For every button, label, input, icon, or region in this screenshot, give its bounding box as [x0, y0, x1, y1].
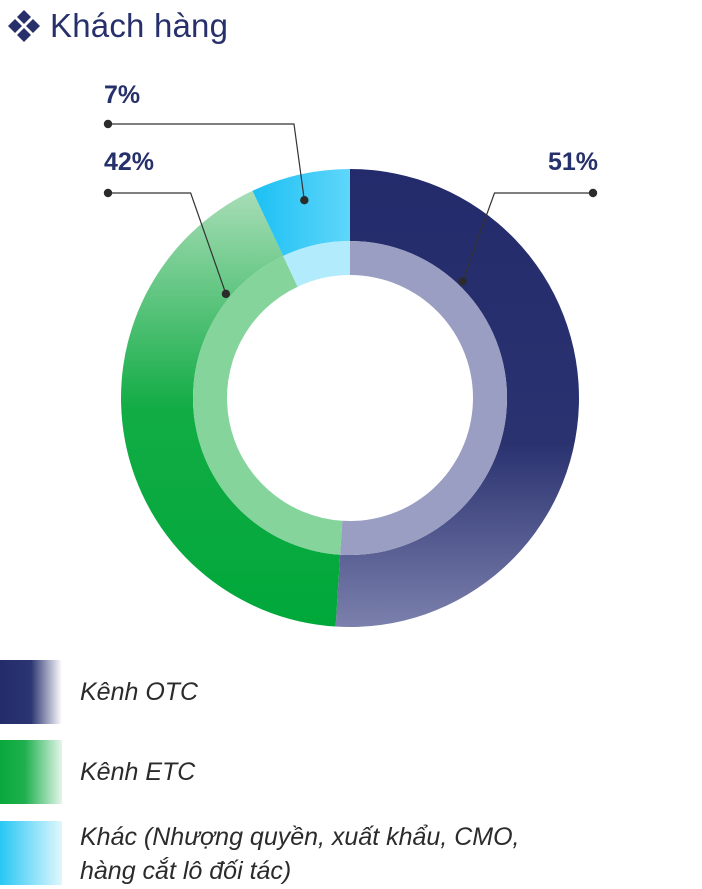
- data-label-otc: 51%: [548, 148, 598, 176]
- leader-dot-slice-otc: [458, 277, 467, 286]
- legend-item-other: Khác (Nhượng quyền, xuất khẩu, CMO, hàng…: [0, 821, 702, 885]
- legend-swatch-other: [0, 821, 62, 885]
- data-label-other: 7%: [104, 81, 140, 109]
- legend-item-etc: Kênh ETC: [0, 740, 702, 804]
- donut-chart: 51% 42% 7%: [103, 81, 598, 627]
- slice-outer-etc: [121, 190, 341, 627]
- slice-outer-other: [252, 169, 350, 256]
- legend-swatch-otc: [0, 660, 62, 724]
- legend-label-otc: Kênh OTC: [80, 678, 199, 706]
- data-label-etc: 42%: [104, 148, 154, 176]
- leader-dot-slice-other: [300, 196, 309, 205]
- slice-inner-otc: [340, 241, 508, 555]
- slice-inner-etc: [193, 255, 343, 555]
- legend-item-otc: Kênh OTC: [0, 660, 702, 724]
- leader-dot-label-etc: [103, 188, 113, 198]
- slice-inner-other: [283, 241, 350, 287]
- legend-swatch-etc: [0, 740, 62, 804]
- leader-line-etc: [108, 192, 227, 295]
- diamond-cluster-icon: [8, 10, 40, 42]
- leader-dot-slice-etc: [221, 289, 231, 299]
- leader-line-other: [108, 123, 305, 201]
- leader-dot-label-other: [103, 119, 113, 129]
- header: Khách hàng: [6, 4, 228, 48]
- page-title: Khách hàng: [50, 7, 229, 44]
- legend-label-other-line1: Khác (Nhượng quyền, xuất khẩu, CMO,: [80, 823, 520, 851]
- slice-outer-otc: [335, 169, 580, 627]
- legend-label-etc: Kênh ETC: [80, 758, 196, 786]
- legend-label-other-line2: hàng cắt lô đối tác): [80, 857, 292, 885]
- leader-line-otc: [461, 192, 593, 282]
- leader-dot-label-otc: [588, 188, 598, 198]
